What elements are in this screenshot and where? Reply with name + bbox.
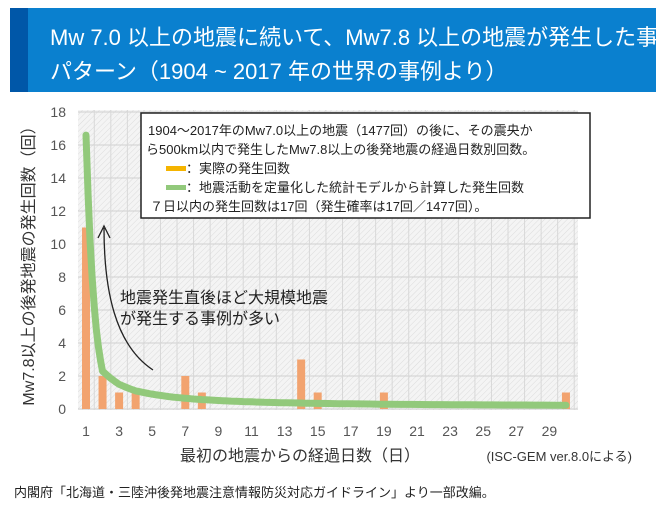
bar-day-30 [561, 392, 570, 409]
y-axis-label: Mw7.8以上の後発地震の発生回数（回） [20, 118, 38, 405]
source-note: (ISC-GEM ver.8.0による) [486, 449, 632, 464]
y-tick-label: 4 [58, 335, 66, 351]
x-tick-label: 17 [343, 423, 359, 439]
bar-day-14 [297, 359, 306, 409]
y-tick-label: 6 [58, 302, 66, 318]
title-banner: Mw 7.0 以上の地震に続いて、Mw7.8 以上の地震が発生した事例の パター… [10, 8, 665, 92]
x-tick-label: 3 [115, 423, 123, 439]
x-tick-label: 9 [215, 423, 223, 439]
x-tick-label: 19 [376, 423, 392, 439]
bar-day-7 [181, 376, 190, 409]
y-tick-label: 12 [50, 203, 66, 219]
legend-line-swatch [166, 185, 186, 190]
legend-line-2: ら500km以内で発生したMw7.8以上の後発地震の経過日数別回数。 [146, 142, 535, 157]
bar-day-4 [131, 392, 140, 409]
x-tick-label: 5 [148, 423, 156, 439]
x-tick-label: 15 [310, 423, 326, 439]
bar-day-1 [82, 227, 90, 409]
x-tick-label: 23 [442, 423, 458, 439]
banner-stripe [10, 8, 28, 92]
annotation-arrow [103, 227, 154, 371]
x-tick-label: 27 [509, 423, 525, 439]
x-tick-label: 21 [409, 423, 425, 439]
y-ticks: 0 2 4 6 8 10 12 14 16 18 [50, 104, 66, 417]
x-tick-label: 25 [475, 423, 491, 439]
legend-item-bar: ：実際の発生回数 [186, 161, 290, 176]
title-line-1: Mw 7.0 以上の地震に続いて、Mw7.8 以上の地震が発生した事例の [50, 25, 665, 50]
x-tick-label: 1 [82, 423, 90, 439]
x-tick-label: 7 [181, 423, 189, 439]
y-tick-label: 0 [58, 401, 66, 417]
y-tick-label: 2 [58, 368, 66, 384]
y-tick-label: 18 [50, 104, 66, 120]
legend-bar-swatch [166, 166, 186, 171]
annotation-line-1: 地震発生直後ほど大規模地震 [120, 289, 328, 307]
legend-note: ７日以内の発生回数は17回（発生確率は17回／1477回）。 [150, 199, 487, 214]
caption: 内閣府「北海道・三陸沖後発地震注意情報防災対応ガイドライン」より一部改編。 [14, 485, 495, 500]
y-tick-label: 16 [50, 137, 66, 153]
annotation-line-2: が発生する事例が多い [120, 310, 280, 328]
x-tick-label: 13 [277, 423, 293, 439]
bar-day-2 [98, 376, 107, 409]
y-tick-label: 14 [50, 170, 66, 186]
x-tick-label: 29 [542, 423, 558, 439]
y-tick-label: 8 [58, 269, 66, 285]
model-curve [82, 131, 570, 409]
bar-day-3 [115, 392, 124, 409]
y-tick-label: 10 [50, 236, 66, 252]
x-axis-label: 最初の地震からの経過日数（日） [180, 447, 420, 465]
legend-item-line: ：地震活動を定量化した統計モデルから計算した発生回数 [186, 180, 524, 195]
x-tick-label: 11 [244, 423, 259, 439]
legend-box: 1904～2017年のMw7.0以上の地震（1477回）の後に、その震央か ら5… [140, 112, 591, 219]
arrow-head-icon [97, 224, 111, 239]
x-ticks: 1 3 5 7 9 11 13 15 17 19 21 23 25 27 29 [82, 423, 557, 439]
legend-line-1: 1904～2017年のMw7.0以上の地震（1477回）の後に、その震央か [148, 123, 533, 138]
title-line-2: パターン（1904 ~ 2017 年の世界の事例より） [50, 59, 508, 84]
